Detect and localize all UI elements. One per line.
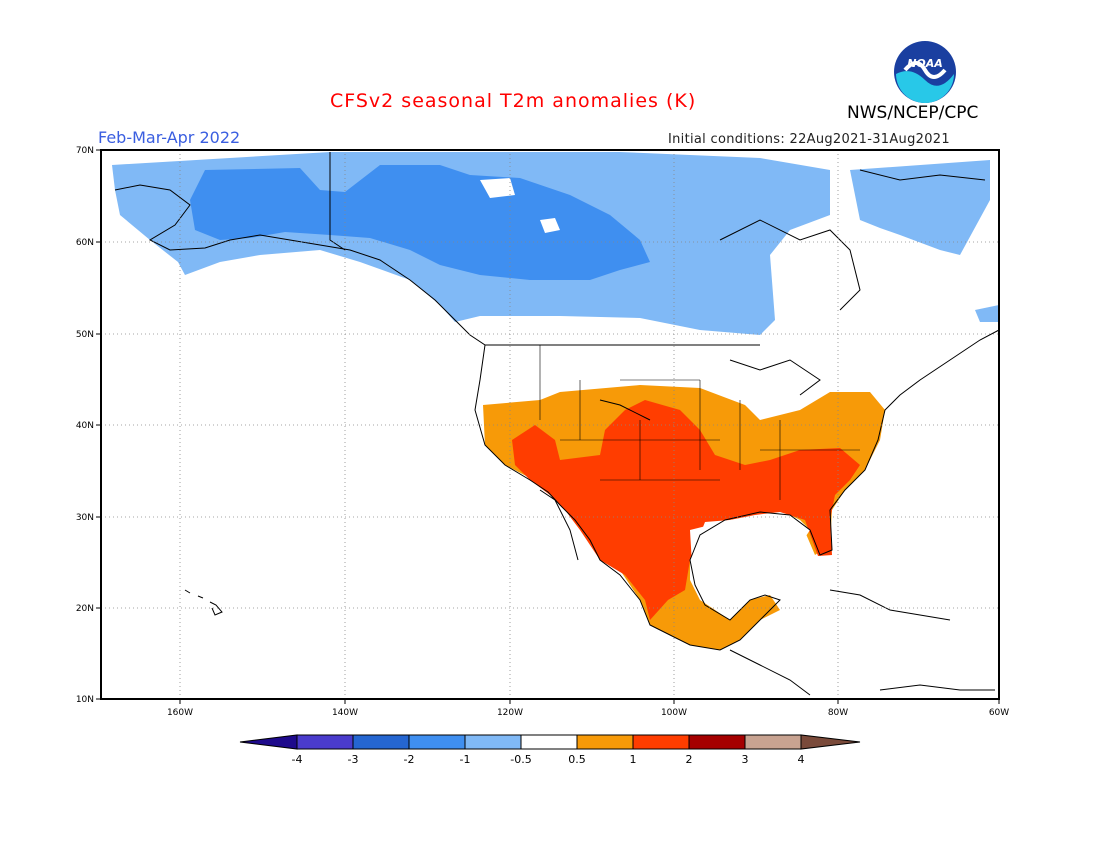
lon-label: 120W	[497, 708, 523, 718]
lon-label: 100W	[661, 708, 687, 718]
colorbar-swatch	[576, 734, 634, 750]
colorbar-swatch	[408, 734, 466, 750]
initial-conditions: Initial conditions: 22Aug2021-31Aug2021	[668, 132, 950, 147]
lat-label: 50N	[76, 330, 94, 340]
chart-title: CFSv2 seasonal T2m anomalies (K)	[330, 90, 697, 112]
season-label: Feb-Mar-Apr 2022	[98, 128, 241, 147]
colorbar-swatch	[464, 734, 522, 750]
lon-label: 160W	[167, 708, 193, 718]
noaa-logo-icon: NOAA	[894, 41, 956, 103]
state-borders	[539, 345, 860, 500]
lat-label: 20N	[76, 604, 94, 614]
colorbar-swatch	[239, 734, 298, 750]
colorbar-label: 3	[742, 753, 749, 766]
lon-label: 80W	[828, 708, 848, 718]
colorbar	[239, 734, 861, 750]
lat-label: 60N	[76, 238, 94, 248]
cold-anomaly-ne	[975, 305, 999, 322]
colorbar-swatch	[520, 734, 578, 750]
lon-label: 140W	[332, 708, 358, 718]
colorbar-swatch	[632, 734, 690, 750]
coastlines	[114, 152, 999, 696]
gridlines	[101, 150, 999, 699]
colorbar-label: 2	[686, 753, 693, 766]
colorbar-label: -2	[404, 753, 415, 766]
colorbar-swatch	[800, 734, 861, 750]
warm-anomaly-red	[512, 400, 860, 620]
colorbar-label: -0.5	[510, 753, 531, 766]
colorbar-label: 4	[798, 753, 805, 766]
colorbar-label: -4	[292, 753, 303, 766]
colorbar-label: 0.5	[568, 753, 586, 766]
gulf-of-mexico	[690, 515, 810, 598]
lat-label: 40N	[76, 421, 94, 431]
lon-label: 60W	[989, 708, 1009, 718]
colorbar-label: -3	[348, 753, 359, 766]
agency-label: NWS/NCEP/CPC	[847, 103, 979, 123]
lat-label: 30N	[76, 513, 94, 523]
cold-anomaly-east	[850, 160, 990, 255]
lat-label: 70N	[76, 146, 94, 156]
colorbar-swatch	[296, 734, 354, 750]
logo-text: NOAA	[907, 57, 943, 70]
lat-label: 10N	[76, 695, 94, 705]
colorbar-swatch	[744, 734, 802, 750]
colorbar-label: 1	[630, 753, 637, 766]
colorbar-swatch	[352, 734, 410, 750]
colorbar-label: -1	[460, 753, 471, 766]
cold-anomaly-medium	[190, 165, 650, 280]
colorbar-swatch	[688, 734, 746, 750]
